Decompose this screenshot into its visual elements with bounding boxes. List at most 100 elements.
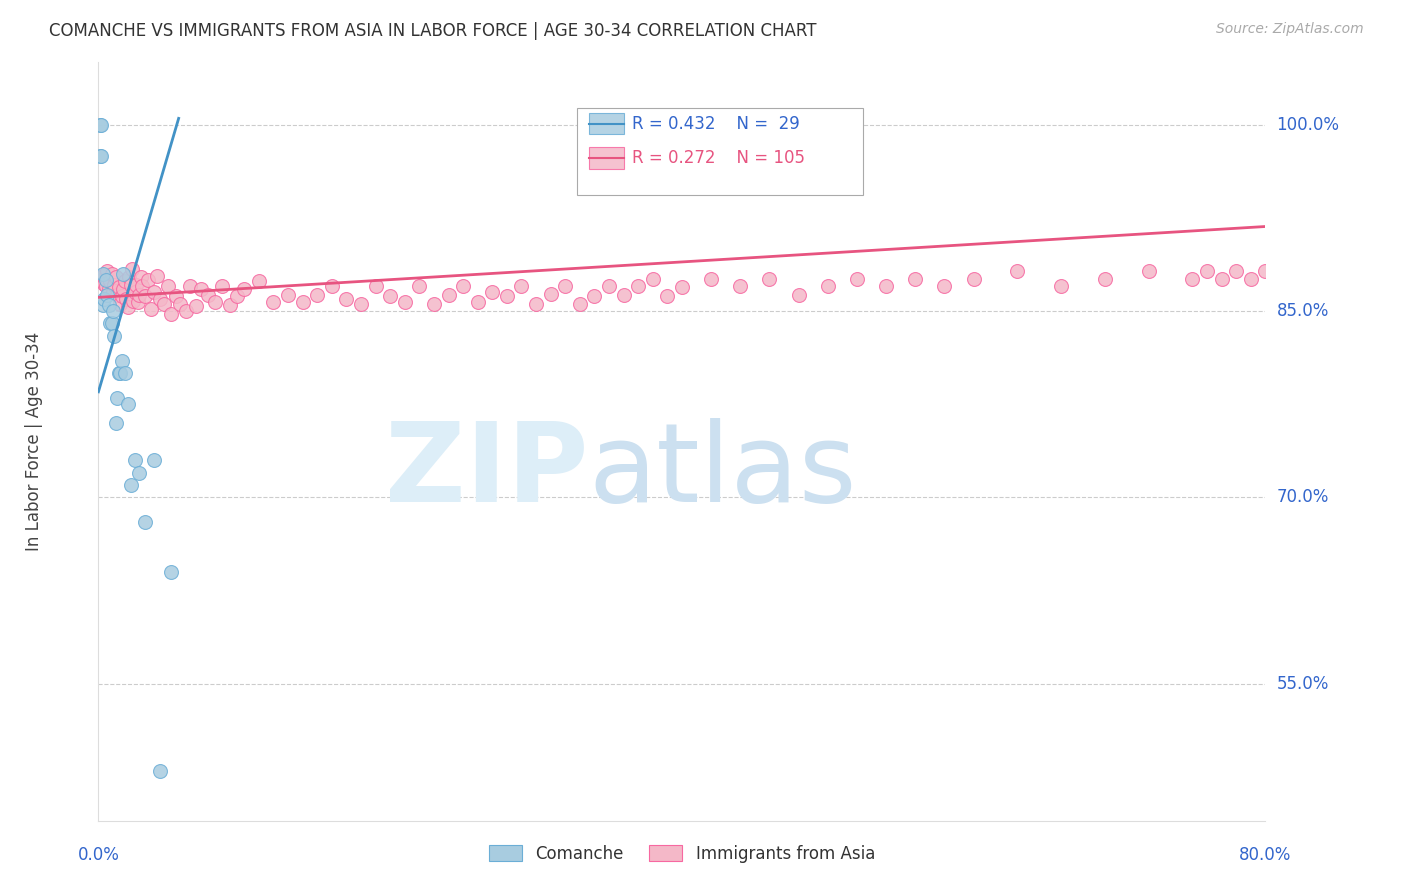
Text: 0.0%: 0.0%	[77, 846, 120, 863]
Point	[233, 282, 256, 296]
Point	[524, 296, 547, 310]
Text: Source: ZipAtlas.com: Source: ZipAtlas.com	[1216, 22, 1364, 37]
Point	[124, 453, 146, 467]
Point	[91, 267, 114, 281]
Point	[787, 288, 810, 302]
Point	[554, 279, 576, 293]
Point	[110, 296, 132, 310]
Point	[127, 295, 149, 310]
Text: atlas: atlas	[589, 418, 858, 525]
Point	[90, 118, 112, 132]
Point	[730, 279, 752, 293]
Point	[121, 261, 143, 276]
Point	[120, 478, 142, 492]
Point	[90, 273, 112, 287]
Point	[364, 279, 387, 293]
Text: R = 0.432    N =  29: R = 0.432 N = 29	[631, 115, 800, 133]
Point	[149, 764, 172, 778]
Point	[568, 296, 591, 310]
Point	[142, 453, 165, 467]
Point	[627, 279, 650, 293]
Point	[110, 366, 132, 380]
Point	[1313, 264, 1336, 278]
Point	[89, 149, 111, 163]
Point	[1254, 264, 1277, 278]
Point	[112, 282, 135, 296]
Point	[128, 466, 150, 480]
Point	[758, 271, 780, 285]
Point	[1298, 257, 1320, 271]
Point	[122, 294, 145, 309]
Point	[437, 288, 460, 302]
Point	[100, 317, 122, 331]
Point	[1284, 264, 1306, 278]
Point	[153, 296, 176, 310]
Point	[962, 271, 984, 285]
Point	[94, 273, 117, 287]
Point	[108, 280, 131, 294]
Point	[160, 306, 183, 320]
Point	[115, 292, 138, 306]
Point	[451, 279, 474, 293]
Point	[197, 288, 219, 302]
Point	[97, 298, 120, 312]
Point	[846, 271, 869, 285]
Text: 55.0%: 55.0%	[1277, 675, 1329, 693]
Point	[817, 279, 839, 293]
Point	[117, 397, 139, 411]
Text: In Labor Force | Age 30-34: In Labor Force | Age 30-34	[25, 332, 44, 551]
Point	[211, 279, 233, 293]
Point	[118, 270, 141, 285]
Point	[125, 277, 148, 292]
Point	[467, 295, 489, 310]
Point	[612, 288, 634, 302]
Point	[1181, 271, 1204, 285]
Point	[90, 149, 112, 163]
Point	[247, 274, 270, 288]
Point	[226, 289, 249, 303]
Point	[1195, 264, 1218, 278]
Point	[114, 366, 136, 380]
Point	[108, 366, 131, 380]
FancyBboxPatch shape	[589, 147, 623, 169]
FancyBboxPatch shape	[576, 108, 863, 195]
Point	[93, 277, 115, 291]
Point	[394, 295, 416, 310]
Point	[128, 288, 150, 302]
Point	[160, 565, 183, 579]
Text: COMANCHE VS IMMIGRANTS FROM ASIA IN LABOR FORCE | AGE 30-34 CORRELATION CHART: COMANCHE VS IMMIGRANTS FROM ASIA IN LABO…	[49, 22, 817, 40]
Text: 100.0%: 100.0%	[1277, 116, 1340, 134]
Point	[93, 292, 115, 306]
Point	[262, 295, 284, 310]
Point	[540, 286, 562, 301]
Point	[111, 289, 134, 303]
Point	[134, 289, 156, 303]
Point	[91, 298, 114, 312]
Point	[875, 279, 897, 293]
Point	[598, 279, 620, 293]
Text: 70.0%: 70.0%	[1277, 489, 1329, 507]
Point	[97, 282, 120, 296]
Point	[423, 296, 446, 310]
Point	[307, 288, 329, 302]
Point	[112, 267, 135, 281]
Point	[103, 329, 125, 343]
Text: 85.0%: 85.0%	[1277, 302, 1329, 320]
Point	[350, 296, 373, 310]
Point	[335, 292, 357, 306]
Point	[1007, 264, 1029, 278]
Text: ZIP: ZIP	[385, 418, 589, 525]
Point	[89, 118, 111, 132]
Point	[1211, 271, 1233, 285]
Point	[94, 279, 117, 293]
Point	[104, 416, 127, 430]
Point	[190, 282, 212, 296]
Point	[91, 269, 114, 284]
Point	[101, 304, 124, 318]
Point	[657, 289, 679, 303]
FancyBboxPatch shape	[589, 113, 623, 135]
Point	[641, 271, 664, 285]
Point	[1050, 279, 1073, 293]
Point	[408, 279, 430, 293]
Point	[139, 301, 162, 316]
